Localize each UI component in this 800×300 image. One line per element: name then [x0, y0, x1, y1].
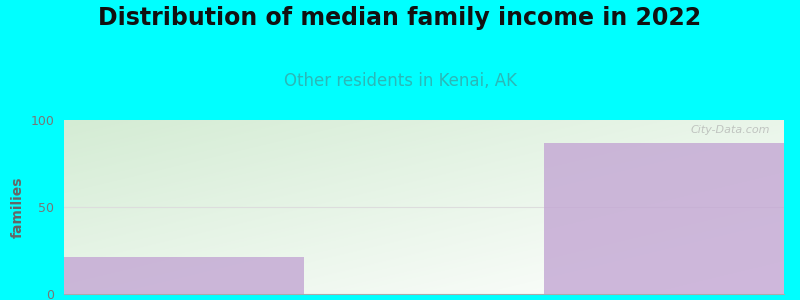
Bar: [64, 257, 304, 294]
Text: City-Data.com: City-Data.com: [690, 125, 770, 135]
Y-axis label: families: families: [11, 176, 25, 238]
Text: Distribution of median family income in 2022: Distribution of median family income in …: [98, 6, 702, 30]
Text: Other residents in Kenai, AK: Other residents in Kenai, AK: [283, 72, 517, 90]
Bar: [544, 142, 784, 294]
